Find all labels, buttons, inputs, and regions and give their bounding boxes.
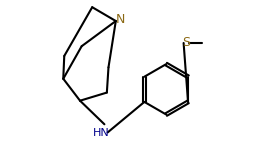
Text: HN: HN	[93, 128, 109, 138]
Text: N: N	[116, 13, 125, 26]
Text: S: S	[183, 36, 190, 50]
